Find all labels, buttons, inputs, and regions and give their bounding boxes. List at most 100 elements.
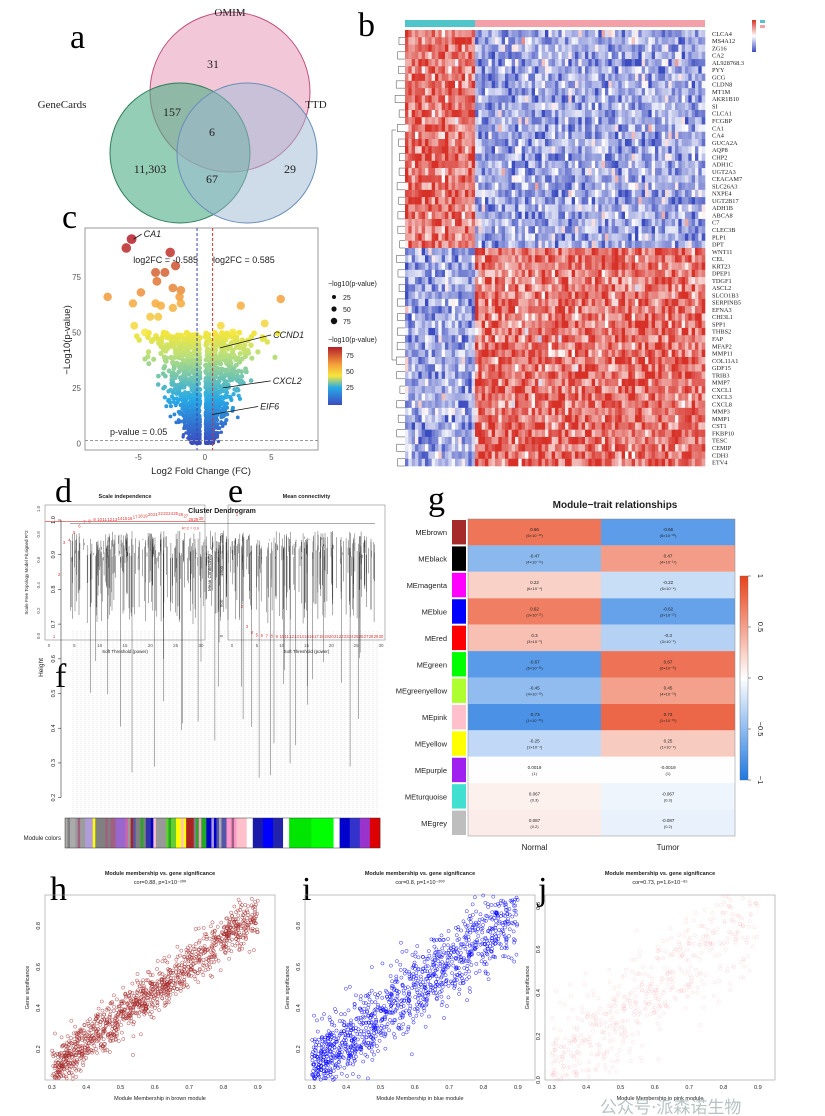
heatmap-cell [658,226,662,234]
heatmap-cell [598,146,602,154]
heatmap-cell [555,117,559,125]
heatmap-cell [661,204,666,212]
heatmap-cell [491,262,496,271]
heatmap-cell [415,248,419,256]
heatmap-cell [488,146,492,154]
heatmap-cell [545,342,549,351]
heatmap-cell [445,349,449,358]
heatmap-cell [595,240,599,249]
heatmap-cell [538,378,542,387]
heatmap-cell [601,102,606,111]
heatmap-cell [461,313,466,321]
heatmap-cell [485,109,489,118]
heatmap-cell [531,109,536,118]
heatmap-cell [645,109,649,118]
heatmap-cell [455,204,459,212]
heatmap-cell [638,189,642,198]
heatmap-cell [421,80,426,89]
heatmap-cell [461,197,466,205]
heatmap-cell [618,146,622,154]
heatmap-cell [461,88,466,96]
heatmap-cell [448,30,452,38]
heatmap-cell [528,284,532,292]
heatmap-cell [625,327,629,336]
heatmap-cell [541,189,546,198]
heatmap-cell [411,364,416,372]
heatmap-cell [581,284,586,292]
heatmap-cell [581,175,586,183]
heatmap-cell [585,73,589,82]
heatmap-cell [628,422,632,430]
heatmap-cell [541,298,546,307]
heatmap-cell [561,284,566,292]
heatmap-cell [418,306,422,314]
heatmap-cell [658,313,662,321]
heatmap-cell [415,357,419,365]
heatmap-cell [638,168,642,176]
heatmap-cell [611,349,616,358]
heatmap-cell [438,102,442,111]
heatmap-cell [545,277,549,285]
heatmap-cell [415,189,419,198]
heatmap-cell [638,386,642,394]
heatmap-cell [661,66,666,74]
heatmap-cell [508,102,512,111]
heatmap-cell [661,386,666,394]
heatmap-cell [425,139,429,147]
heatmap-cell [611,44,616,53]
heatmap-cell [525,371,529,380]
heatmap-cell [665,102,669,111]
heatmap-cell [438,59,442,67]
heatmap-cell [691,298,696,307]
heatmap-cell [508,30,512,38]
heatmap-cell [601,364,606,372]
heatmap-cell [605,233,609,242]
heatmap-cell [501,226,506,234]
heatmap-cell [418,248,422,256]
heatmap-cell [531,226,536,234]
heatmap-cell [491,378,496,387]
heatmap-cell [661,277,666,285]
heatmap-cell [505,204,509,212]
heatmap-cell [485,386,489,394]
heatmap-cell [558,357,562,365]
heatmap-cell [691,102,696,111]
heatmap-cell [701,415,706,423]
heatmap-cell [618,189,622,198]
heatmap-cell [601,66,606,74]
heatmap-cell [521,226,526,234]
heatmap-cell [475,146,479,154]
heatmap-cell [675,59,679,67]
heatmap-cell [611,80,616,89]
heatmap-cell [451,139,456,147]
heatmap-cell [505,168,509,176]
heatmap-cell [641,233,646,242]
heatmap-cell [505,73,509,82]
heatmap-cell [608,189,612,198]
heatmap-cell [455,240,459,249]
heatmap-cell [548,378,552,387]
heatmap-cell [698,37,702,45]
heatmap-cell [578,240,582,249]
heatmap-cell [618,59,622,67]
heatmap-cell [475,284,479,292]
heatmap-cell [628,204,632,212]
heatmap-cell [435,393,439,401]
heatmap-cell [448,66,452,74]
heatmap-cell [638,73,642,82]
heatmap-cell [628,364,632,372]
heatmap-cell [411,168,416,176]
heatmap-cell [425,51,429,60]
heatmap-cell [415,284,419,292]
heatmap-cell [431,59,436,67]
heatmap-cell [448,400,452,409]
heatmap-cell [551,277,556,285]
heatmap-cell [698,269,702,278]
heatmap-cell [465,371,469,380]
heatmap-cell [661,306,666,314]
heatmap-cell [408,204,412,212]
heatmap-cell [568,407,572,416]
heatmap-cell [491,80,496,89]
heatmap-cell [585,66,589,74]
heatmap-cell [455,277,459,285]
